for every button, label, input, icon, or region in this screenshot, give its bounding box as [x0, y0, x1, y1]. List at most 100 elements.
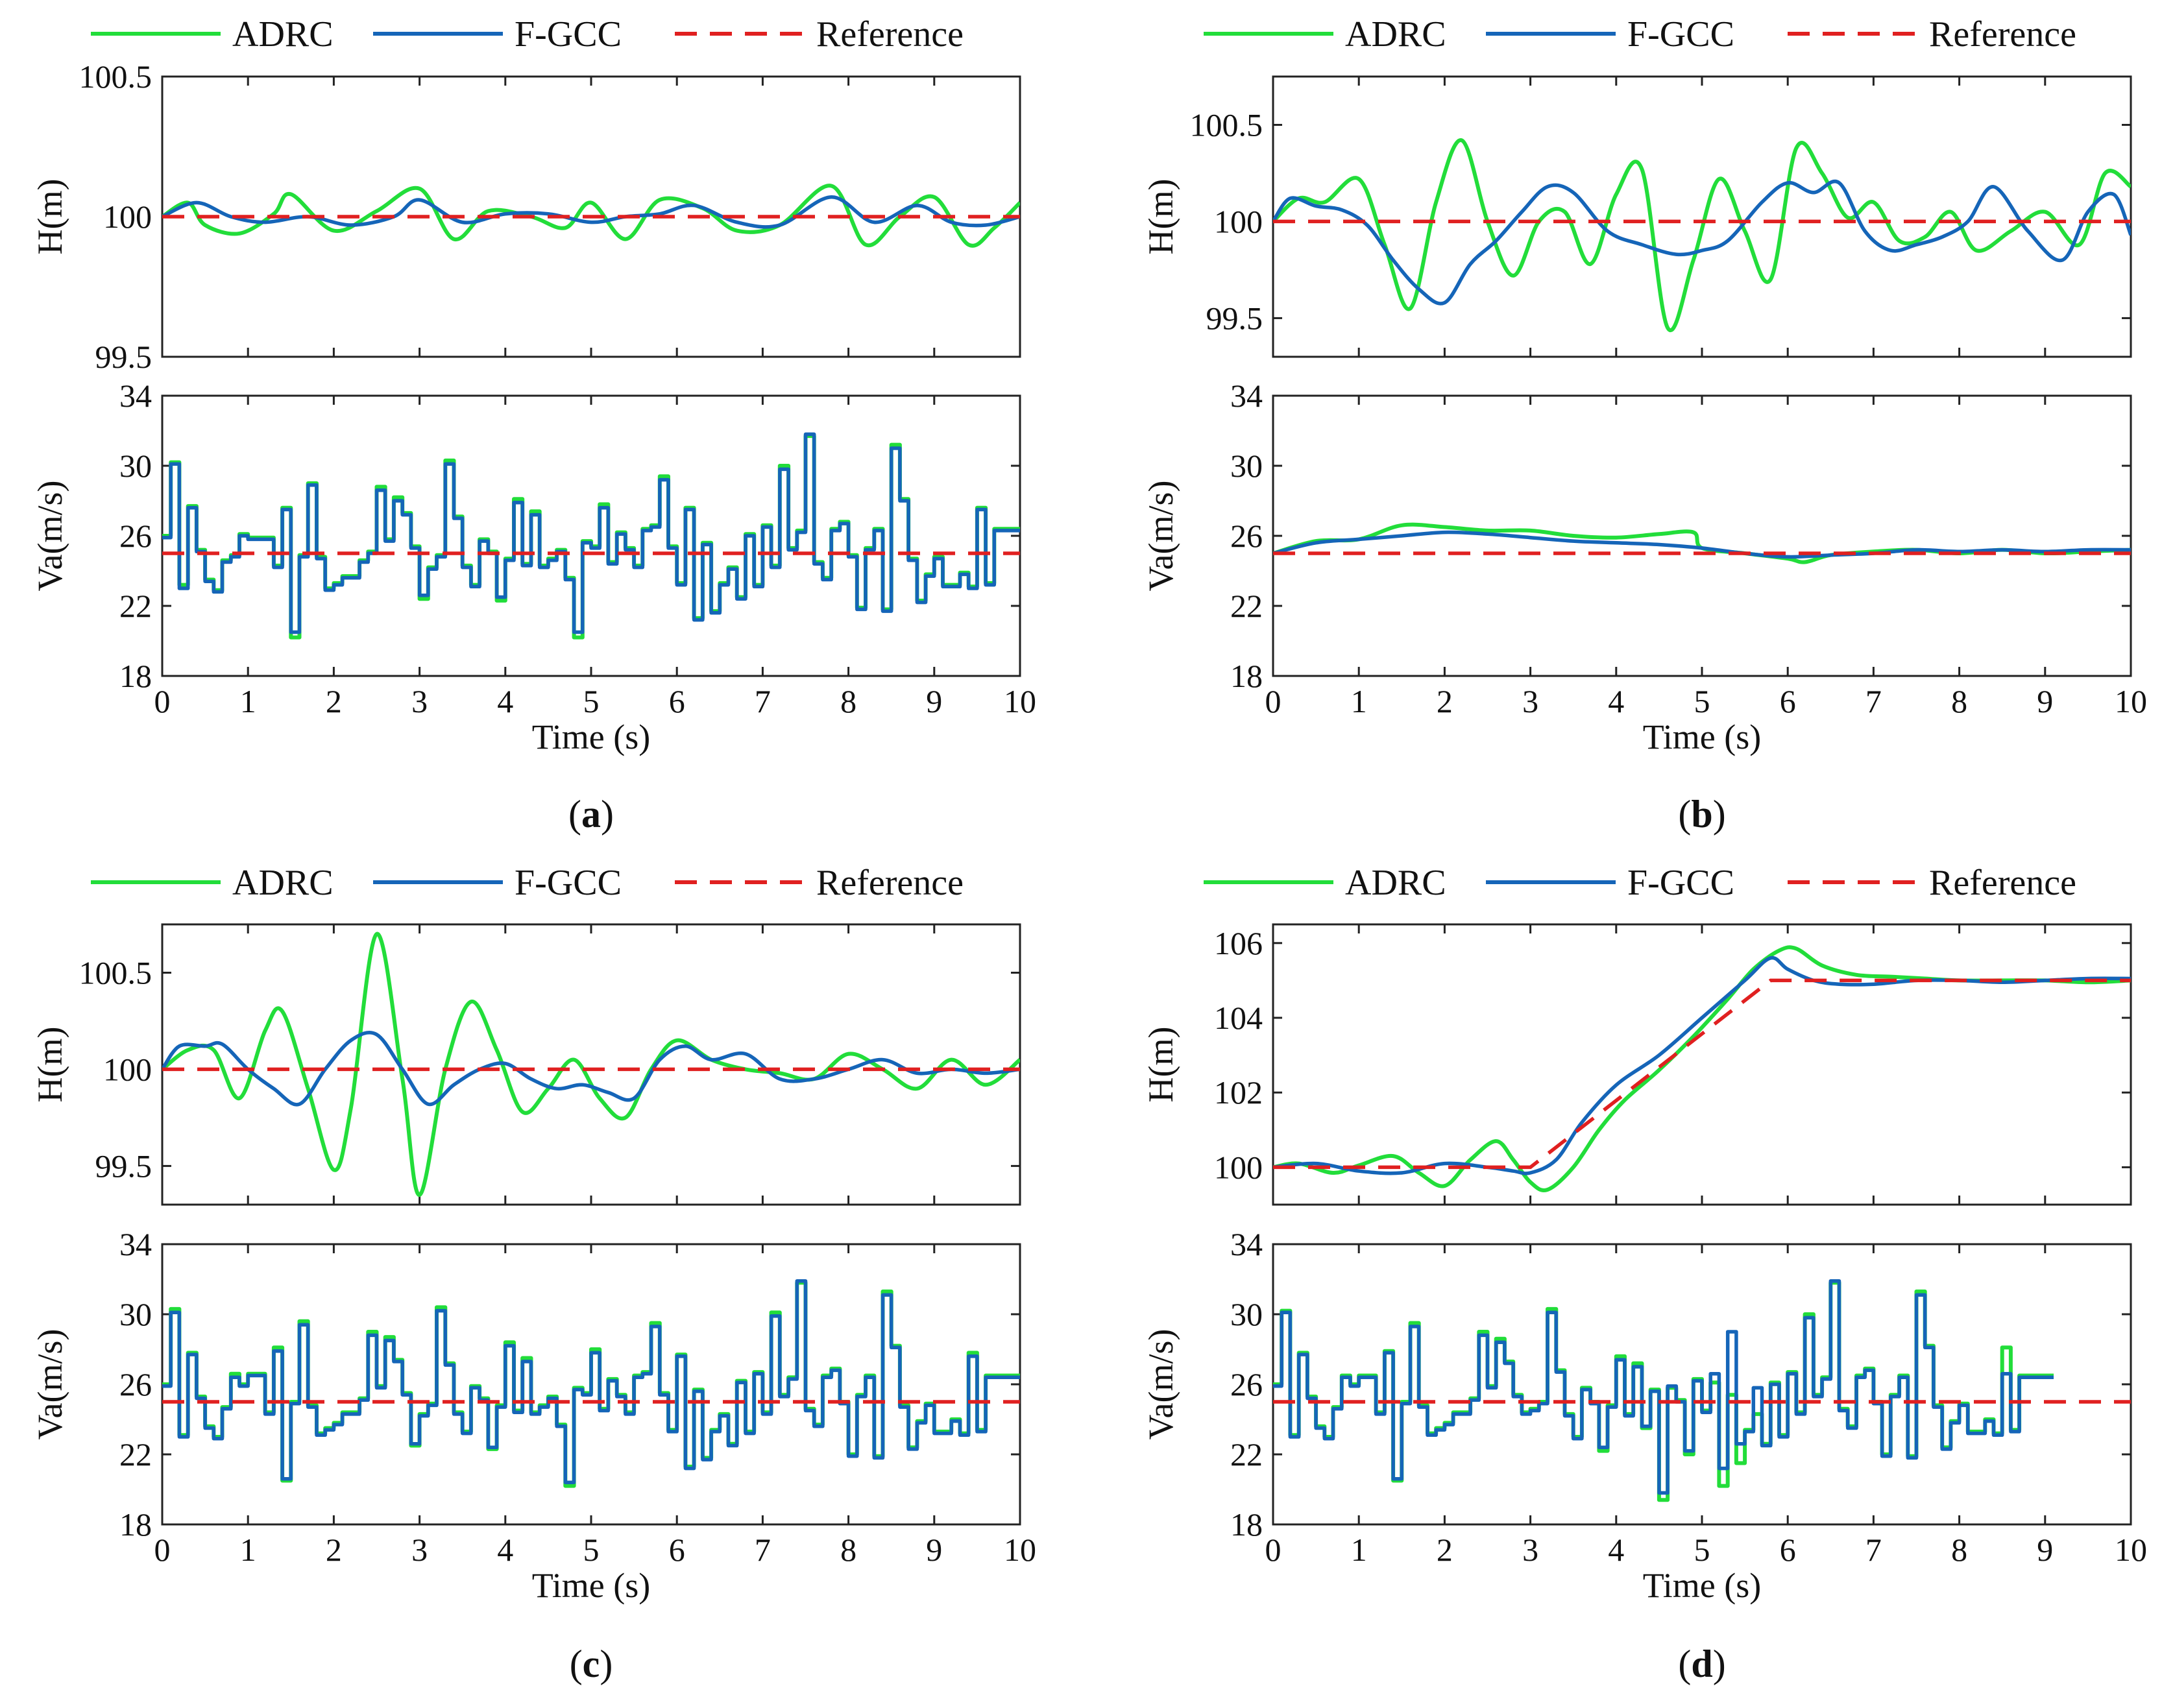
panel-label-close: )	[600, 1642, 613, 1685]
x-tick-label: 0	[154, 1532, 171, 1568]
fgcc-line	[162, 1031, 1020, 1107]
x-tick-label: 2	[1437, 683, 1453, 719]
legend: ADRC F-GCC Reference	[1204, 14, 2076, 54]
x-tick-label: 1	[1351, 683, 1367, 719]
y-tick-label: 34	[119, 378, 152, 414]
x-tick-label: 10	[1004, 1532, 1036, 1568]
y-tick-label: 22	[119, 588, 152, 624]
series-group	[162, 932, 1020, 1197]
x-axis-label: Time (s)	[1643, 1566, 1762, 1605]
legend-label: F-GCC	[1627, 14, 1734, 54]
x-tick-label: 8	[1951, 1532, 1967, 1568]
plot-frame	[161, 394, 1021, 677]
panel-label-close: )	[1713, 1642, 1726, 1685]
series-group	[1273, 1279, 2131, 1502]
legend-label: F-GCC	[515, 14, 622, 54]
fgcc-line	[1273, 1279, 2054, 1495]
x-tick-label: 0	[154, 683, 171, 719]
panel-label: (c)	[570, 1642, 613, 1685]
legend-label: F-GCC	[1627, 863, 1734, 903]
x-axis-label: Time (s)	[532, 1566, 651, 1605]
x-axis-label: Time (s)	[532, 717, 651, 756]
y-tick-label: 100	[103, 1051, 152, 1087]
legend-label: Reference	[816, 14, 964, 54]
x-tick-label: 4	[1608, 683, 1624, 719]
panel-1-top-axes: 99.5 100 100.5 H(m)	[1141, 75, 2132, 358]
x-tick-label: 2	[326, 1532, 342, 1568]
x-tick-label: 6	[1780, 1532, 1796, 1568]
y-axis-label: H(m)	[1141, 1027, 1180, 1103]
plot-frame	[161, 923, 1021, 1206]
plot-frame	[1272, 75, 2132, 358]
x-tick-label: 5	[1694, 1532, 1710, 1568]
x-tick-label: 0	[1265, 1532, 1281, 1568]
y-tick-label: 22	[1230, 1436, 1263, 1473]
series-group	[1273, 138, 2131, 332]
y-tick-label: 106	[1214, 925, 1263, 961]
y-tick-label: 26	[119, 518, 152, 554]
y-tick-label: 30	[119, 1296, 152, 1332]
x-tick-label: 1	[1351, 1532, 1367, 1568]
y-tick-label: 30	[1230, 448, 1263, 484]
x-tick-label: 7	[1865, 683, 1882, 719]
y-tick-label: 34	[1230, 378, 1263, 414]
x-tick-label: 1	[240, 1532, 256, 1568]
fgcc-line	[162, 1279, 1020, 1484]
panel-label-close: )	[601, 793, 614, 836]
y-tick-label: 26	[1230, 1366, 1263, 1402]
legend-label: Reference	[1929, 863, 2076, 903]
series-group	[1273, 945, 2131, 1192]
x-tick-label: 5	[583, 1532, 600, 1568]
adrc-line	[1273, 138, 2131, 332]
y-axis-label: H(m)	[30, 179, 69, 255]
y-tick-label: 18	[119, 658, 152, 694]
y-tick-label: 100	[1214, 203, 1263, 239]
x-tick-label: 5	[1694, 683, 1710, 719]
y-tick-label: 18	[1230, 658, 1263, 694]
x-tick-label: 4	[497, 683, 513, 719]
panel-label-close: )	[1713, 793, 1726, 836]
y-axis-label: H(m)	[1141, 179, 1180, 255]
plot-frame	[1272, 923, 2132, 1206]
panel-label-open: (	[1678, 793, 1691, 836]
panel-label: (a)	[568, 793, 614, 836]
legend-label: ADRC	[232, 863, 334, 903]
y-axis-label: Va(m/s)	[30, 481, 69, 592]
y-tick-label: 22	[1230, 588, 1263, 624]
legend-label: ADRC	[1345, 863, 1446, 903]
y-tick-label: 26	[119, 1366, 152, 1402]
panel-a: ADRC F-GCC Reference (a)	[91, 14, 964, 836]
adrc-line	[162, 184, 1020, 248]
x-tick-label: 0	[1265, 683, 1281, 719]
x-tick-label: 6	[1780, 683, 1796, 719]
panel-label-open: (	[570, 1642, 583, 1685]
x-tick-label: 1	[240, 683, 256, 719]
fgcc-line	[162, 432, 1020, 634]
legend: ADRC F-GCC Reference	[91, 863, 964, 903]
x-tick-label: 7	[755, 1532, 771, 1568]
x-tick-label: 10	[2115, 1532, 2147, 1568]
y-tick-label: 100.5	[1190, 106, 1263, 143]
y-tick-label: 100	[103, 198, 152, 235]
x-tick-label: 2	[1437, 1532, 1453, 1568]
panel-label-letter: b	[1691, 793, 1712, 836]
y-tick-label: 100.5	[79, 58, 152, 95]
y-tick-label: 18	[119, 1506, 152, 1543]
series-group	[162, 1279, 1020, 1488]
panel-2-top-axes: 99.5 100 100.5 H(m)	[30, 923, 1021, 1206]
y-tick-label: 104	[1214, 1000, 1263, 1036]
x-tick-label: 8	[1951, 683, 1967, 719]
x-tick-label: 2	[326, 683, 342, 719]
fgcc-line	[1273, 179, 2131, 306]
x-tick-label: 8	[840, 1532, 856, 1568]
legend: ADRC F-GCC Reference	[91, 14, 964, 54]
y-tick-label: 34	[119, 1226, 152, 1262]
panel-0-top-axes: 99.5 100 100.5 H(m)	[30, 58, 1021, 375]
x-tick-label: 10	[1004, 683, 1036, 719]
x-tick-label: 9	[2037, 1532, 2053, 1568]
x-tick-label: 5	[583, 683, 600, 719]
y-tick-label: 99.5	[95, 1148, 152, 1184]
